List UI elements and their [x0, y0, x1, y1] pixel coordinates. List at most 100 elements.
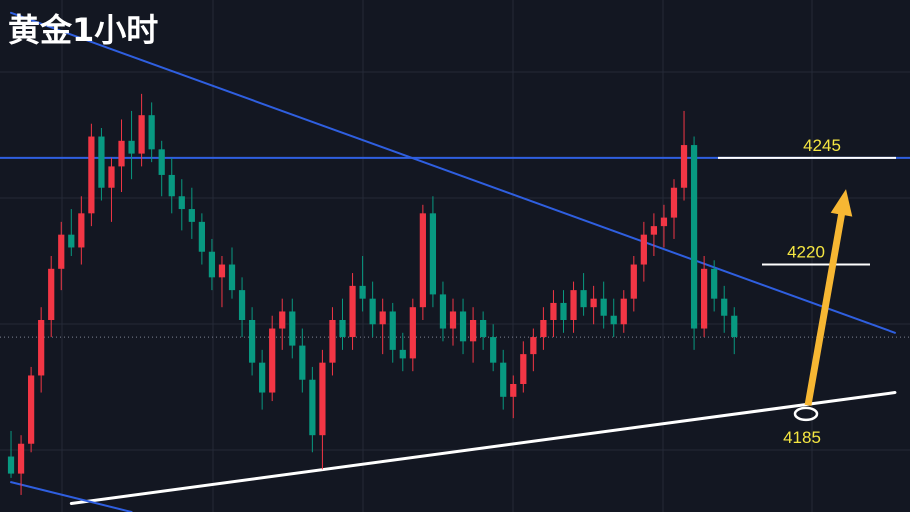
candle [560, 290, 567, 333]
candle-body [38, 320, 45, 376]
candle [429, 196, 437, 308]
annotation-lines [0, 11, 910, 512]
candle [208, 238, 216, 291]
support-circle-marker [793, 406, 819, 422]
candle-body [540, 320, 547, 338]
candle-body [299, 345, 306, 380]
candle [128, 110, 135, 180]
candle-body [439, 294, 447, 329]
candle [339, 298, 346, 350]
candle-body [510, 384, 517, 397]
candle [731, 307, 738, 355]
candle-body [148, 115, 155, 150]
candle [399, 332, 406, 372]
candle [439, 281, 447, 342]
candle-body [660, 217, 668, 227]
candle-body [108, 166, 115, 188]
candle [721, 285, 728, 333]
candle-body [690, 145, 698, 329]
candle-body [490, 337, 497, 363]
candle-body [449, 311, 457, 329]
candle-body [128, 140, 135, 154]
candle-body [600, 298, 607, 316]
candle [218, 256, 226, 308]
candle [289, 298, 296, 359]
candle [620, 290, 627, 333]
candle [530, 328, 537, 372]
candle-body [590, 298, 597, 308]
candle [78, 196, 85, 265]
candle [630, 256, 637, 312]
candle [590, 285, 597, 325]
candle-body [680, 145, 688, 188]
candle [319, 349, 326, 470]
annotation-overlays: 4245 4220 4185 [718, 136, 896, 447]
candle [640, 221, 647, 282]
candle [68, 209, 75, 256]
candle [480, 311, 487, 350]
candle-body [48, 268, 55, 320]
candle [680, 110, 688, 201]
candle-body [640, 234, 647, 265]
candle [379, 298, 386, 355]
candle [138, 93, 145, 167]
candle-body [138, 115, 145, 154]
candle [299, 328, 306, 393]
candle-body [309, 379, 316, 436]
candle [228, 247, 236, 299]
candle-body [560, 302, 567, 320]
candle [540, 307, 547, 350]
candle-body [168, 174, 175, 197]
candle [168, 157, 175, 214]
level-4185-label: 4185 [783, 428, 821, 447]
candle-body [218, 264, 226, 278]
level-4245-label: 4245 [803, 136, 841, 155]
candle-body [570, 290, 577, 320]
candle [490, 324, 497, 372]
candle [58, 221, 65, 291]
candle-body [731, 315, 738, 338]
candle-body [88, 136, 95, 214]
candle [520, 341, 527, 393]
candle-body [349, 285, 356, 338]
candle [510, 375, 517, 419]
candle [349, 273, 356, 350]
candle [570, 281, 577, 333]
candle [269, 315, 276, 402]
candle-body [399, 349, 406, 359]
candle-body [701, 268, 708, 329]
descending-trendline [10, 11, 896, 334]
candle-body [480, 320, 487, 338]
candle [409, 298, 416, 372]
candle-body [359, 285, 366, 299]
candle-body [158, 149, 165, 175]
candle-body [17, 443, 25, 474]
candle-body [389, 311, 396, 350]
candles [7, 93, 738, 495]
candle-body [419, 213, 426, 308]
candle [359, 256, 366, 312]
candle-body [409, 307, 416, 359]
candle-body [279, 311, 286, 329]
upward-arrow [804, 189, 853, 406]
candle-body [429, 213, 437, 295]
candle [17, 435, 25, 495]
candle [188, 187, 195, 239]
candle [148, 102, 155, 163]
candle [600, 281, 607, 329]
candle [178, 179, 185, 231]
candle-body [68, 234, 75, 248]
candle-body [289, 311, 296, 346]
candle-body [188, 209, 195, 222]
candle [459, 298, 467, 355]
candle-body [269, 328, 276, 393]
candle [660, 204, 668, 248]
candle-body [208, 251, 216, 278]
candle-body [7, 456, 15, 474]
candle-body [630, 264, 637, 299]
candle-body [721, 298, 728, 316]
candle [279, 298, 286, 350]
candle-body [610, 315, 617, 325]
